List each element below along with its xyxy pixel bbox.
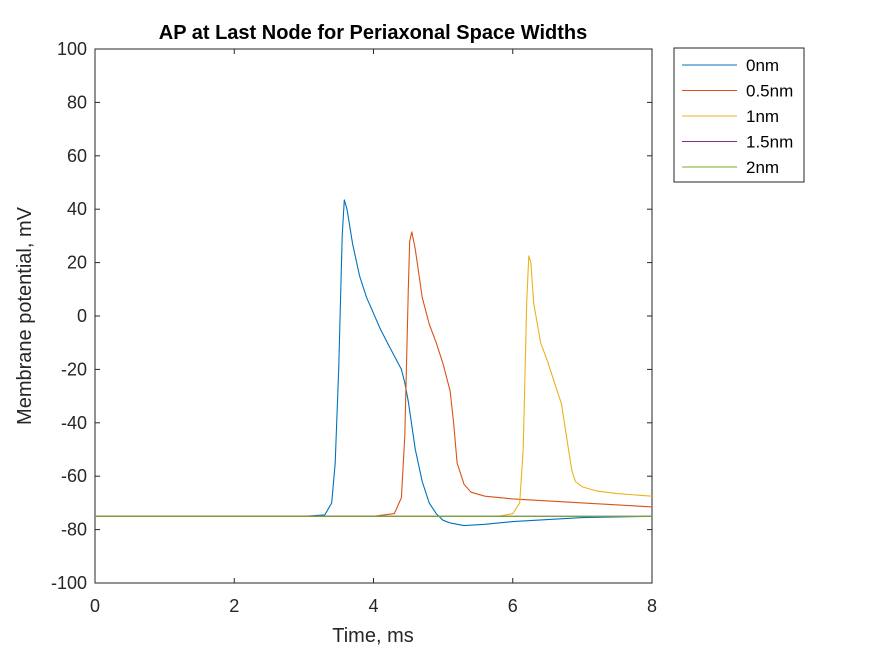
- x-tick-label: 0: [90, 596, 100, 616]
- chart-title: AP at Last Node for Periaxonal Space Wid…: [159, 22, 587, 44]
- y-tick-label: 80: [67, 92, 87, 112]
- legend-label: 2nm: [746, 158, 779, 177]
- legend: 0nm 0.5nm 1nm 1.5nm 2nm: [673, 47, 805, 183]
- series-layer: [95, 199, 653, 527]
- x-tick-label: 6: [508, 596, 518, 616]
- legend-label: 1nm: [746, 107, 779, 126]
- x-tick-label: 4: [368, 596, 378, 616]
- y-tick-label: -20: [61, 359, 87, 379]
- x-axis-label: Time, ms: [332, 625, 413, 647]
- series-line-0nm: [95, 199, 653, 527]
- y-axis-label: Membrane potential, mV: [14, 206, 36, 425]
- y-tick-label: 60: [67, 146, 87, 166]
- y-tick-label: -60: [61, 466, 87, 486]
- x-tick-label: 2: [229, 596, 239, 616]
- plot-area: [94, 48, 653, 584]
- y-tick-label: -100: [51, 573, 87, 593]
- y-tick-label: -40: [61, 413, 87, 433]
- legend-box: [673, 47, 805, 183]
- x-tick-label: 8: [647, 596, 657, 616]
- series-line-0-5nm: [95, 231, 653, 517]
- y-tick-label: -80: [61, 520, 87, 540]
- series-line-1nm: [95, 255, 653, 517]
- y-tick-label: 100: [57, 39, 87, 59]
- tick-layer: 0 2 4 6 8 -100 -80 -60 -40 -20 0 20 40 60 80 100: [51, 39, 657, 616]
- y-tick-label: 40: [67, 199, 87, 219]
- y-tick-label: 20: [67, 253, 87, 273]
- legend-label: 1.5nm: [746, 133, 793, 152]
- legend-items: 0nm 0.5nm 1nm 1.5nm 2nm: [682, 56, 793, 177]
- legend-label: 0.5nm: [746, 82, 793, 101]
- y-tick-label: 0: [77, 306, 87, 326]
- legend-label: 0nm: [746, 56, 779, 75]
